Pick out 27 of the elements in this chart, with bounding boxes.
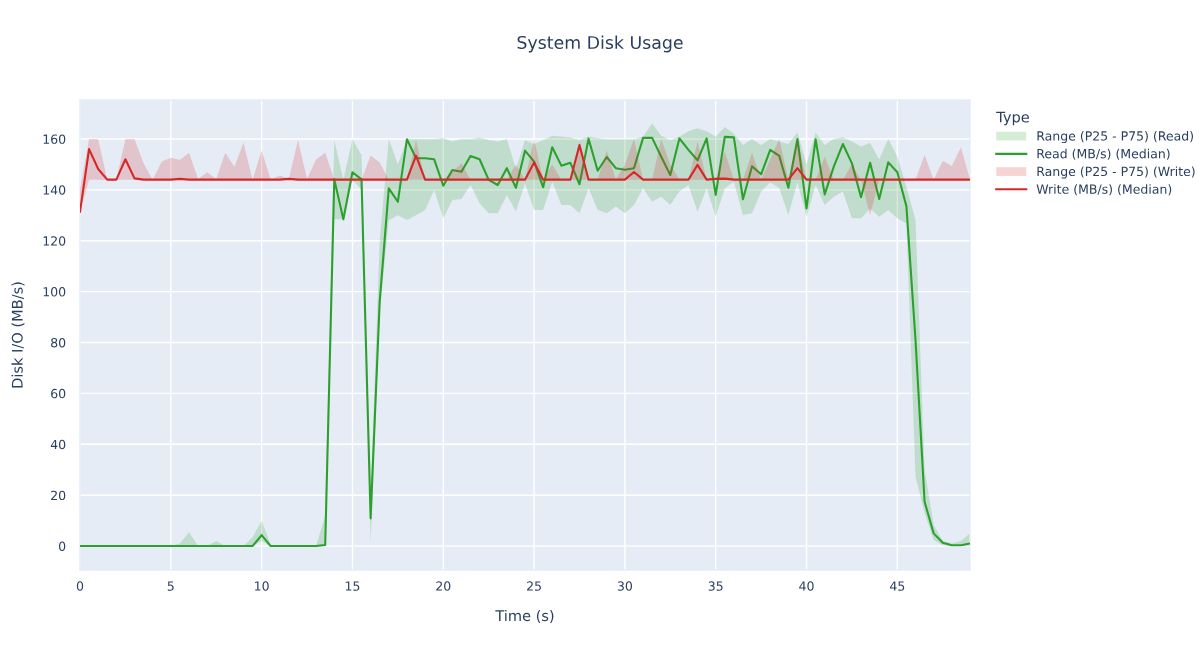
x-tick-label: 0: [76, 581, 84, 591]
x-tick-label: 10: [255, 581, 269, 591]
y-tick-label: 120: [43, 236, 66, 246]
x-tick-label: 5: [167, 581, 174, 591]
y-tick-label: 60: [51, 388, 66, 399]
x-tick-label: 15: [345, 581, 360, 591]
y-tick-label: 0: [58, 541, 66, 552]
y-tick-label: 160: [43, 134, 66, 144]
x-axis-title: Time (s): [495, 609, 554, 623]
y-axis-title: Disk I/O (MB/s): [11, 282, 25, 388]
x-tick-label: 30: [617, 581, 633, 591]
x-tick-label: 25: [527, 581, 541, 591]
legend-label: Range (P25 - P75) (Write): [1037, 166, 1195, 179]
y-tick-label: 100: [43, 287, 66, 297]
x-tick-label: 35: [708, 581, 723, 591]
y-tick-label: 140: [43, 185, 66, 195]
y-tick-label: 40: [50, 439, 66, 450]
legend-label: Read (MB/s) (Median): [1037, 148, 1170, 160]
x-tick-label: 45: [890, 581, 905, 591]
x-tick-label: 20: [436, 581, 451, 591]
legend-title: Type: [996, 111, 1029, 126]
chart-title: System Disk Usage: [517, 35, 683, 53]
y-tick-label: 80: [51, 337, 66, 348]
legend-label: Write (MB/s) (Median): [1036, 184, 1172, 196]
y-tick-label: 20: [51, 490, 66, 501]
x-tick-label: 40: [799, 581, 814, 591]
legend-label: Range (P25 - P75) (Read): [1037, 130, 1193, 144]
